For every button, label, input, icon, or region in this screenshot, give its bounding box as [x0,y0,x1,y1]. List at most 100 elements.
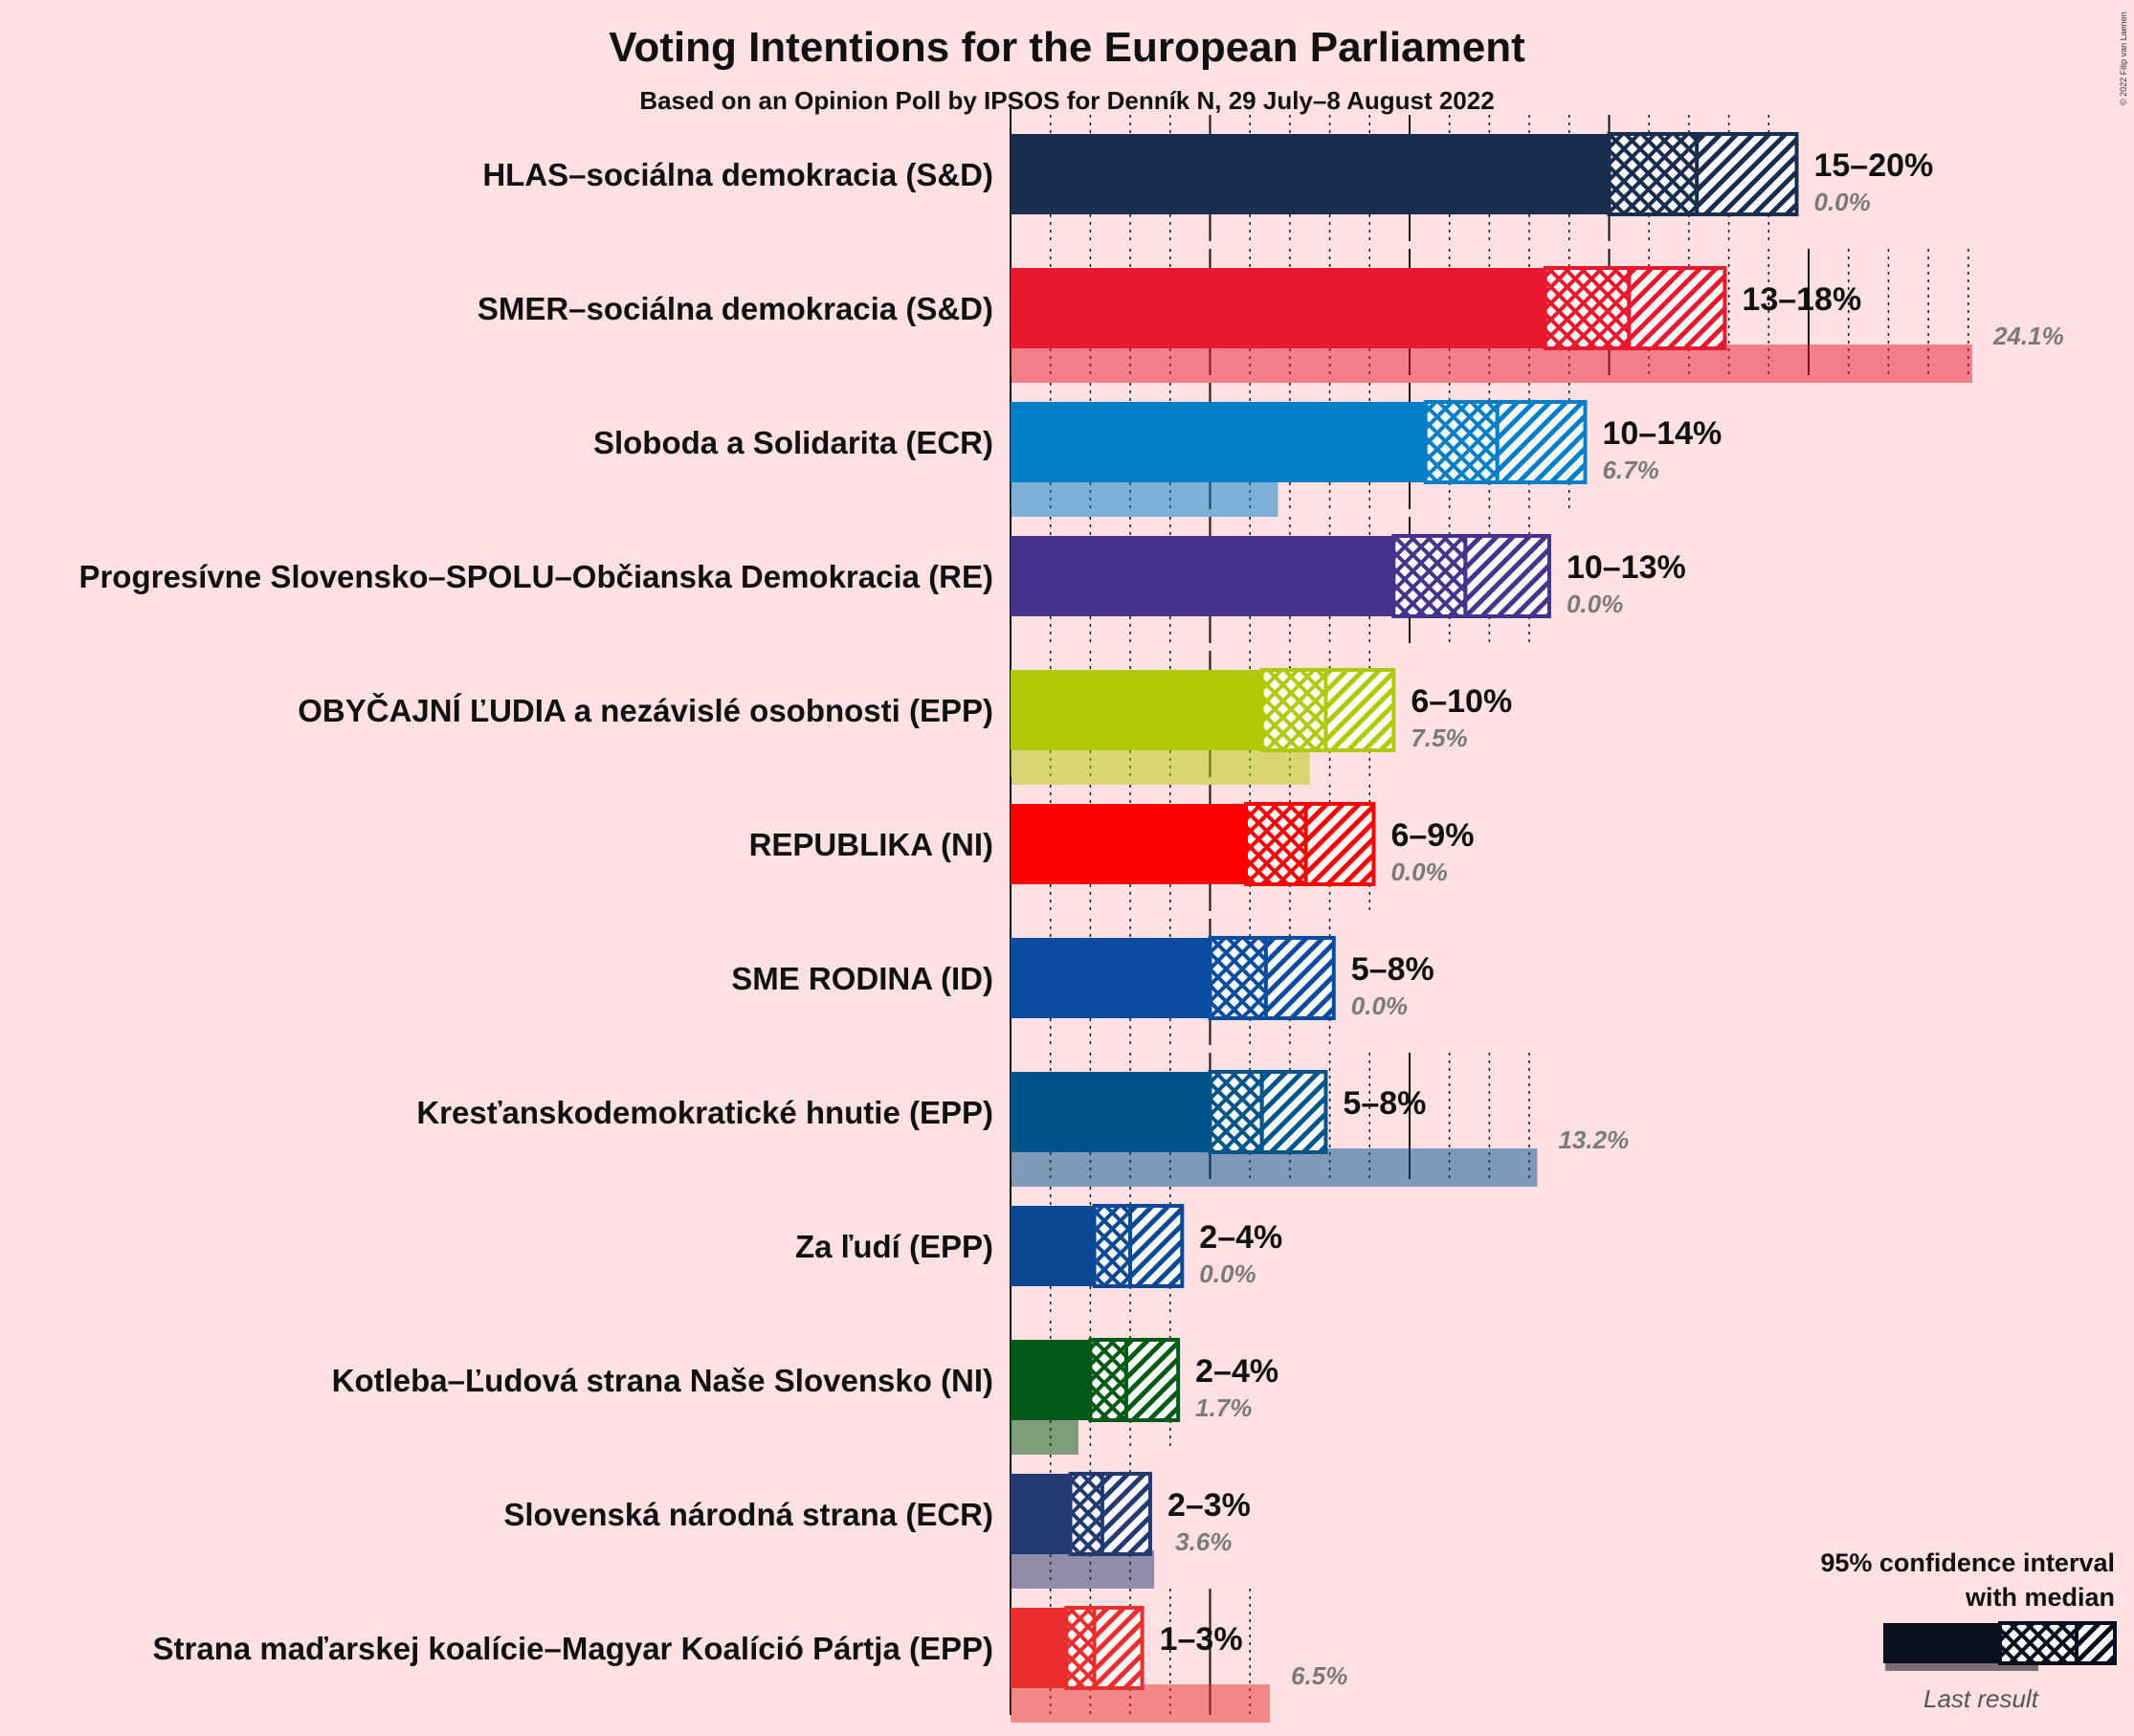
party-label: SME RODINA (ID) [731,961,993,996]
chart-title: Voting Intentions for the European Parli… [609,24,1525,71]
range-label: 2–4% [1199,1219,1282,1256]
bar-ci-lower [1607,132,1700,216]
bar-ci-upper [1128,1204,1185,1288]
party-label: Kresťanskodemokratické hnutie (EPP) [416,1095,993,1130]
bar-solid [1011,938,1211,1018]
last-result-bar [1011,1550,1155,1589]
legend-crosshatch-swatch [1998,1621,2078,1665]
range-label: 5–8% [1351,951,1434,988]
bar-ci-lower [1391,534,1468,618]
bar-ci-upper [1495,400,1588,484]
party-label: Strana maďarskej koalície–Magyar Koalíci… [153,1631,993,1666]
party-label: REPUBLIKA (NI) [749,827,993,862]
legend-last-result-label: Last result [1923,1684,2040,1713]
last-result-bar [1011,746,1310,785]
party-row: Slovenská národná strana (ECR) 2–3% 3.6% [503,1447,1251,1589]
party-label: SMER–sociálna demokracia (S&D) [478,291,993,326]
bar-ci-upper [1123,1338,1181,1422]
last-result-label: 0.0% [1813,188,1870,216]
party-label: HLAS–sociálna demokracia (S&D) [482,157,993,192]
bar-solid [1011,536,1394,616]
party-row: REPUBLIKA (NI) 6–9% 0.0% [749,777,1474,911]
last-result-label: 3.6% [1175,1527,1232,1556]
bar-solid [1011,670,1262,750]
party-row: Sloboda a Solidarita (ECR) 10–14% 6.7% [593,375,1722,517]
copyright: © 2022 Filip van Laenen [2119,11,2128,105]
last-result-label: 0.0% [1390,857,1447,886]
range-label: 1–3% [1160,1621,1243,1658]
last-result-label: 0.0% [1199,1259,1256,1288]
bar-ci-lower [1543,266,1632,350]
bar-solid [1011,1474,1071,1554]
party-label: Za ľudí (EPP) [795,1229,993,1264]
range-label: 13–18% [1742,281,1861,318]
legend-title-line1: 95% confidence interval [1820,1548,2115,1577]
bar-ci-lower [1423,400,1500,484]
last-result-label: 0.0% [1567,590,1623,618]
bar-ci-upper [1263,936,1336,1020]
legend-diagonal-swatch [2075,1621,2117,1665]
bar-solid [1011,402,1426,482]
party-label: Slovenská národná strana (ECR) [503,1497,993,1532]
range-label: 5–8% [1343,1085,1426,1122]
range-label: 6–10% [1411,683,1512,720]
range-label: 10–14% [1602,415,1722,452]
bar-solid [1011,804,1247,884]
party-row: OBYČAJNÍ ĽUDIA a nezávislé osobnosti (EP… [298,643,1512,785]
party-row: Za ľudí (EPP) 2–4% 0.0% [795,1179,1282,1313]
bar-ci-lower [1092,1204,1133,1288]
bar-ci-upper [1259,1070,1328,1154]
bar-ci-lower [1259,668,1328,752]
party-row: SMER–sociálna demokracia (S&D) 13–18% 24.1… [478,241,2064,383]
range-label: 6–9% [1390,817,1474,854]
party-row: HLAS–sociálna demokracia (S&D) 15–20% 0.0% [482,107,1933,241]
bar-ci-lower [1088,1338,1128,1422]
bar-ci-upper [1463,534,1551,618]
bar-ci-upper [1627,266,1727,350]
chart-subtitle: Based on an Opinion Poll by IPSOS for De… [639,86,1494,115]
party-row: SME RODINA (ID) 5–8% 0.0% [731,911,1434,1045]
party-row: Progresívne Slovensko–SPOLU–Občianska De… [78,509,1686,643]
bar-ci-lower [1244,802,1308,886]
last-result-bar [1011,1416,1078,1455]
party-label: Kotleba–Ľudová strana Naše Slovensko (NI… [332,1363,993,1398]
range-label: 2–4% [1195,1353,1278,1390]
range-label: 2–3% [1167,1487,1251,1524]
party-row: Strana maďarskej koalície–Magyar Koalíci… [153,1581,1347,1723]
bar-ci-lower [1064,1606,1097,1690]
last-result-bar [1011,1148,1538,1187]
bar-solid [1011,268,1545,348]
bar-solid [1011,1072,1211,1152]
legend-title-line2: with median [1965,1583,2115,1612]
bar-solid [1011,1340,1091,1420]
last-result-label: 13.2% [1558,1125,1629,1154]
last-result-label: 6.5% [1291,1661,1347,1690]
legend-solid-swatch [1883,1623,2000,1663]
last-result-label: 0.0% [1351,991,1408,1020]
party-row: Kotleba–Ľudová strana Naše Slovensko (NI… [332,1313,1278,1455]
last-result-label: 24.1% [1992,322,2064,350]
party-label: Sloboda a Solidarita (ECR) [593,425,993,460]
party-label: OBYČAJNÍ ĽUDIA a nezávislé osobnosti (EP… [298,692,993,728]
bar-ci-lower [1208,1070,1264,1154]
plot-area: HLAS–sociálna demokracia (S&D) 15–20% 0.0%… [78,107,2064,1723]
range-label: 15–20% [1813,147,1933,184]
bar-solid [1011,1608,1067,1688]
legend: 95% confidence interval with median Last… [1820,1548,2117,1713]
last-result-bar [1011,479,1278,517]
bar-ci-upper [1100,1472,1152,1556]
bar-solid [1011,1206,1095,1286]
last-result-bar [1011,345,1972,383]
range-label: 10–13% [1567,549,1686,586]
party-row: Kresťanskodemokratické hnutie (EPP) 5–8% 1… [416,1045,1629,1187]
bar-solid [1011,134,1610,214]
bar-ci-upper [1695,132,1799,216]
party-label: Progresívne Slovensko–SPOLU–Občianska De… [78,559,993,594]
bar-ci-lower [1068,1472,1104,1556]
bar-ci-lower [1208,936,1268,1020]
bar-ci-upper [1092,1606,1145,1690]
last-result-bar [1011,1684,1271,1723]
bar-ci-upper [1323,668,1396,752]
last-result-label: 7.5% [1411,723,1467,752]
